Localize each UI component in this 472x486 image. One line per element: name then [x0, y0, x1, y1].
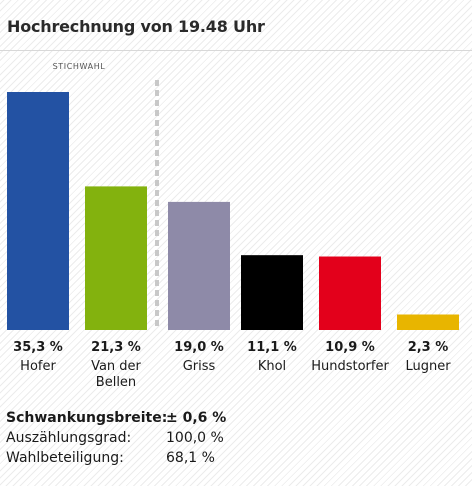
value-label: 21,3 %	[91, 340, 141, 355]
category-label: Lugner	[405, 359, 451, 374]
footer-label: Schwankungsbreite:	[6, 410, 168, 426]
category-label: Griss	[183, 359, 216, 374]
footer-label: Wahlbeteiligung:	[6, 450, 124, 466]
footer-label: Auszählungsgrad:	[6, 430, 132, 446]
bar-khol	[241, 255, 303, 330]
bar-hundstorfer	[319, 256, 381, 330]
footer-value: ± 0,6 %	[166, 410, 227, 426]
footer-row-schwankungsbreite: Schwankungsbreite: ± 0,6 %	[6, 408, 306, 428]
value-label: 10,9 %	[325, 340, 375, 355]
footer-row-wahlbeteiligung: Wahlbeteiligung: 68,1 %	[6, 448, 306, 468]
category-label: Bellen	[96, 375, 136, 390]
bar-van-der-bellen	[85, 186, 147, 330]
footer-stats: Schwankungsbreite: ± 0,6 % Auszählungsgr…	[6, 408, 306, 468]
category-label: Hofer	[20, 359, 56, 374]
category-label: Khol	[258, 359, 286, 374]
category-label: Hundstorfer	[311, 359, 389, 374]
footer-value: 100,0 %	[166, 430, 224, 446]
value-label: 11,1 %	[247, 340, 297, 355]
bar-lugner	[397, 314, 459, 330]
footer-value: 68,1 %	[166, 450, 215, 466]
footer-row-auszaehlungsgrad: Auszählungsgrad: 100,0 %	[6, 428, 306, 448]
bar-griss	[168, 201, 230, 330]
value-label: 35,3 %	[13, 340, 63, 355]
value-label: 2,3 %	[408, 340, 449, 355]
chart-title: Hochrechnung von 19.48 Uhr	[7, 17, 265, 36]
runoff-annotation: STICHWAHL	[53, 62, 106, 71]
title-divider	[0, 50, 472, 51]
bar-hofer	[7, 92, 69, 330]
category-label: Van der	[91, 359, 141, 374]
value-label: 19,0 %	[174, 340, 224, 355]
